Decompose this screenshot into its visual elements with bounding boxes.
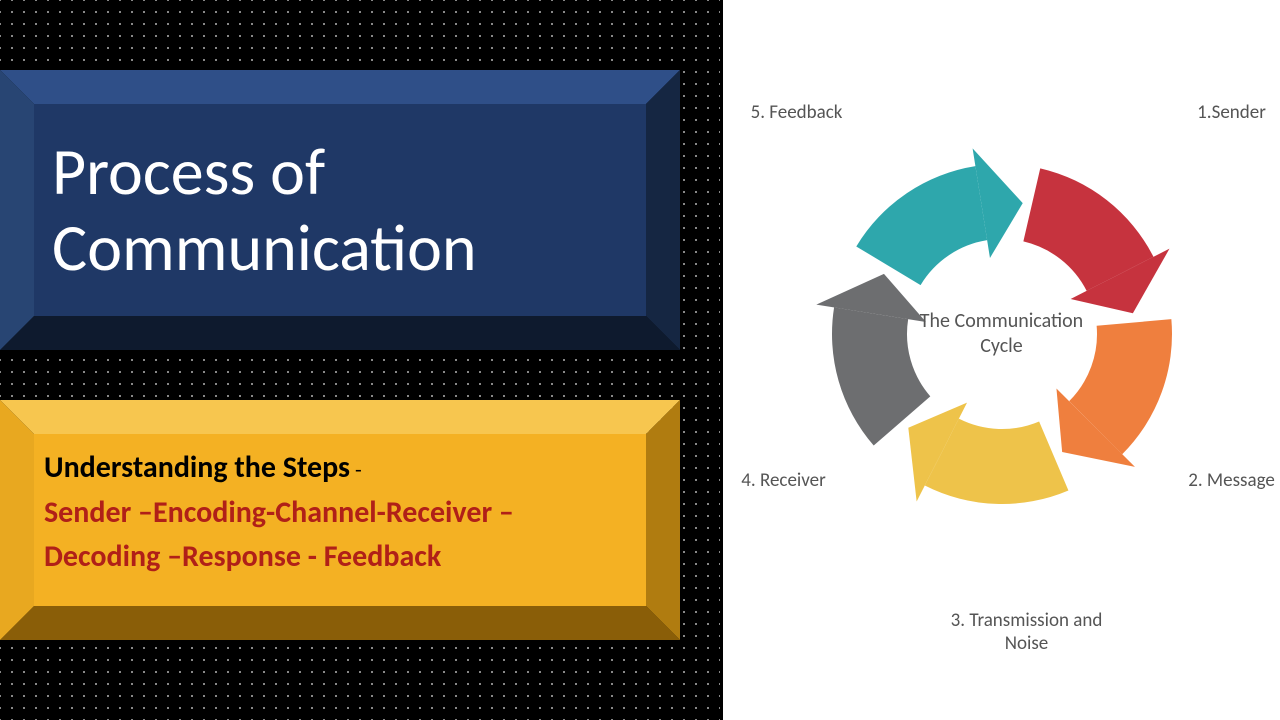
cycle-step-message: 2. Message <box>1172 470 1280 493</box>
title-box: Process of Communication <box>0 70 680 350</box>
cycle-step-feedback: 5. Feedback <box>732 102 862 125</box>
left-panel: Process of Communication Understanding t… <box>0 0 720 720</box>
subtitle-steps-line-1: Sender –Encoding-Channel-Receiver – <box>44 493 638 534</box>
cycle-center-label: The Communication Cycle <box>902 309 1102 359</box>
center-line-2: Cycle <box>980 334 1022 358</box>
slide: Process of Communication Understanding t… <box>0 0 1280 720</box>
title-text: Process of Communication <box>34 104 646 316</box>
cycle-step-receiver: 4. Receiver <box>724 470 844 493</box>
subtitle-heading: Understanding the Steps <box>44 449 350 486</box>
right-panel: The Communication Cycle 1.Sender 2. Messa… <box>720 0 1280 720</box>
center-line-1: The Communication <box>920 309 1083 333</box>
subtitle-steps-line-2: Decoding –Response - Feedback <box>44 537 638 578</box>
communication-cycle-diagram: The Communication Cycle 1.Sender2. Messa… <box>742 40 1262 680</box>
cycle-step-sender: 1.Sender <box>1182 102 1280 125</box>
subtitle-box: Understanding the Steps - Sender –Encodi… <box>0 400 680 640</box>
subtitle-text-area: Understanding the Steps - Sender –Encodi… <box>34 434 646 606</box>
subtitle-dash: - <box>350 456 362 483</box>
cycle-step-transmit: 3. Transmission and Noise <box>942 610 1112 656</box>
